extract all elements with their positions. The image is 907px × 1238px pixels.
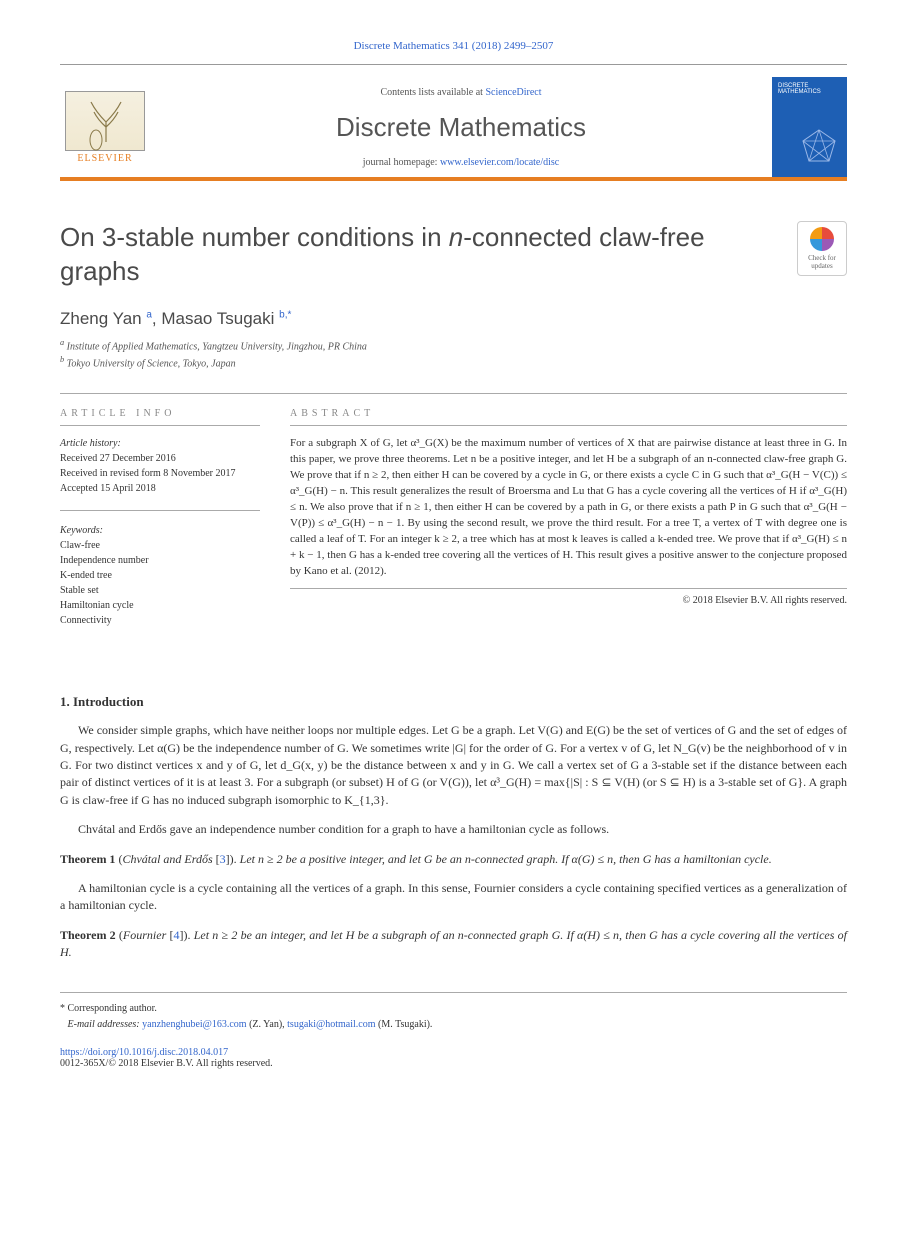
email-1-link[interactable]: yanzhenghubei@163.com	[142, 1019, 246, 1030]
body-paragraph: A hamiltonian cycle is a cycle containin…	[60, 880, 847, 915]
keyword-item: Independence number	[60, 553, 260, 568]
keyword-item: Stable set	[60, 583, 260, 598]
info-abstract-row: ARTICLE INFO Article history: Received 2…	[60, 393, 847, 654]
authors: Zheng Yan a, Masao Tsugaki b,*	[60, 309, 847, 329]
theorem-1: Theorem 1 (Chvátal and Erdős [3]). Let n…	[60, 851, 847, 868]
body-paragraph: We consider simple graphs, which have ne…	[60, 722, 847, 809]
elsevier-tree-icon	[65, 91, 145, 151]
section-heading: 1. Introduction	[60, 694, 847, 710]
sciencedirect-link[interactable]: ScienceDirect	[485, 87, 541, 98]
header-center: Contents lists available at ScienceDirec…	[170, 87, 752, 168]
article-info: ARTICLE INFO Article history: Received 2…	[60, 408, 260, 654]
abstract-column: ABSTRACT For a subgraph X of G, let α³_G…	[290, 408, 847, 654]
keyword-item: Connectivity	[60, 613, 260, 628]
corresponding-note: * Corresponding author.	[60, 1001, 847, 1017]
theorem-body: Let n ≥ 2 be a positive integer, and let…	[240, 852, 772, 866]
ref-4-link[interactable]: 4	[173, 928, 179, 942]
homepage-prefix: journal homepage:	[363, 157, 440, 168]
keywords: Keywords: Claw-free Independence number …	[60, 523, 260, 642]
affiliation-a: a Institute of Applied Mathematics, Yang…	[60, 337, 847, 354]
footer: * Corresponding author. E-mail addresses…	[60, 992, 847, 1069]
contents-prefix: Contents lists available at	[380, 87, 485, 98]
cover-title: DISCRETE MATHEMATICS	[778, 83, 841, 95]
corresponding-link[interactable]: *	[288, 309, 292, 320]
homepage-line: journal homepage: www.elsevier.com/locat…	[170, 157, 752, 168]
email-2-who: (M. Tsugaki).	[378, 1019, 432, 1030]
theorem-label: Theorem 1	[60, 852, 115, 866]
email-label: E-mail addresses:	[68, 1019, 140, 1030]
affil-a-link[interactable]: a	[146, 309, 152, 320]
history-item: Accepted 15 April 2018	[60, 481, 260, 496]
copyright: © 2018 Elsevier B.V. All rights reserved…	[290, 595, 847, 606]
history-item: Received in revised form 8 November 2017	[60, 466, 260, 481]
ref-3-link[interactable]: 3	[220, 852, 226, 866]
crossmark-icon	[810, 227, 834, 251]
article-title: On 3-stable number conditions in n-conne…	[60, 221, 777, 289]
history-item: Received 27 December 2016	[60, 451, 260, 466]
keyword-item: Hamiltonian cycle	[60, 598, 260, 613]
issn-line: 0012-365X/© 2018 Elsevier B.V. All right…	[60, 1058, 847, 1069]
header-citation[interactable]: Discrete Mathematics 341 (2018) 2499–250…	[60, 40, 847, 52]
elsevier-logo[interactable]: ELSEVIER	[60, 82, 150, 172]
keywords-label: Keywords:	[60, 523, 260, 538]
article-info-heading: ARTICLE INFO	[60, 408, 260, 426]
elsevier-text: ELSEVIER	[77, 153, 132, 164]
theorem-cite: (Fournier [4]).	[119, 928, 191, 942]
theorem-cite: (Chvátal and Erdős [3]).	[118, 852, 236, 866]
check-updates-label: Check for updates	[798, 254, 846, 270]
cover-graphic-icon	[799, 127, 839, 167]
body-paragraph: Chvátal and Erdős gave an independence n…	[60, 821, 847, 838]
abstract-heading: ABSTRACT	[290, 408, 847, 426]
homepage-link[interactable]: www.elsevier.com/locate/disc	[440, 157, 559, 168]
email-line: E-mail addresses: yanzhenghubei@163.com …	[60, 1017, 847, 1033]
abstract-text: For a subgraph X of G, let α³_G(X) be th…	[290, 436, 847, 588]
history-label: Article history:	[60, 436, 260, 451]
keyword-item: K-ended tree	[60, 568, 260, 583]
affil-b-link[interactable]: b	[279, 309, 285, 320]
journal-cover[interactable]: DISCRETE MATHEMATICS	[772, 77, 847, 177]
doi-link[interactable]: https://doi.org/10.1016/j.disc.2018.04.0…	[60, 1047, 228, 1058]
contents-line: Contents lists available at ScienceDirec…	[170, 87, 752, 98]
check-updates-badge[interactable]: Check for updates	[797, 221, 847, 276]
doi-line: https://doi.org/10.1016/j.disc.2018.04.0…	[60, 1047, 847, 1058]
journal-name: Discrete Mathematics	[170, 112, 752, 143]
email-2-link[interactable]: tsugaki@hotmail.com	[287, 1019, 375, 1030]
journal-header: ELSEVIER Contents lists available at Sci…	[60, 64, 847, 181]
email-1-who: (Z. Yan),	[249, 1019, 285, 1030]
keyword-item: Claw-free	[60, 538, 260, 553]
theorem-label: Theorem 2	[60, 928, 116, 942]
theorem-2: Theorem 2 (Fournier [4]). Let n ≥ 2 be a…	[60, 927, 847, 962]
article-history: Article history: Received 27 December 20…	[60, 436, 260, 511]
affiliations: a Institute of Applied Mathematics, Yang…	[60, 337, 847, 372]
title-row: On 3-stable number conditions in n-conne…	[60, 221, 847, 289]
affiliation-b: b Tokyo University of Science, Tokyo, Ja…	[60, 354, 847, 371]
